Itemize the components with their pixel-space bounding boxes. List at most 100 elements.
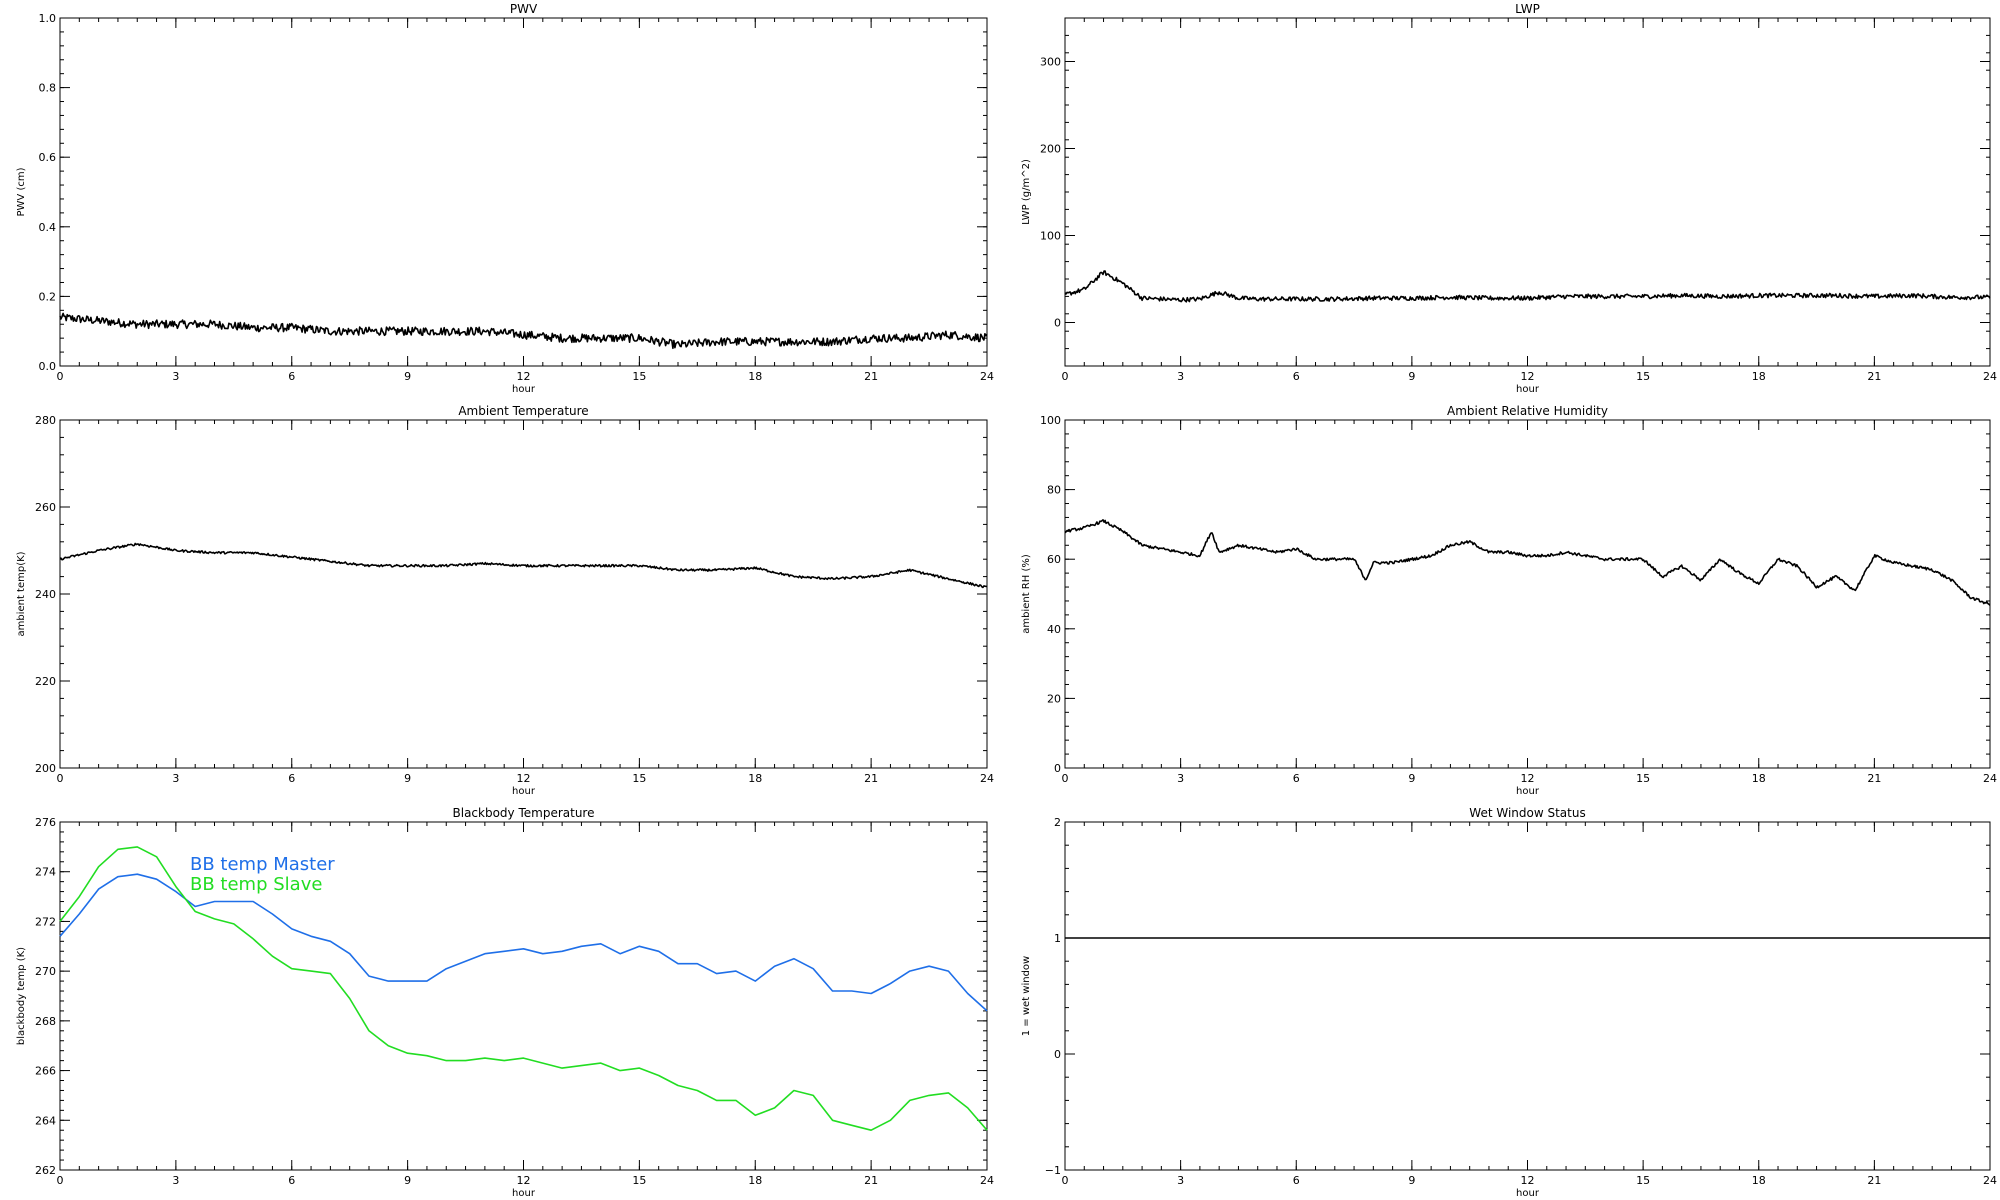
y-tick-label: −1: [1045, 1164, 1061, 1177]
series-line-1: [1064, 270, 1991, 303]
x-tick-label: 0: [1062, 772, 1069, 785]
legend-entry: BB temp Master: [190, 854, 335, 875]
x-tick-label: 9: [1408, 1174, 1415, 1187]
x-tick-label: 15: [632, 1174, 646, 1187]
legend-entry: BB temp Slave: [190, 874, 322, 895]
y-axis-label: ambient temp(K): [16, 551, 27, 636]
x-tick-label: 18: [748, 772, 762, 785]
y-tick-label: 262: [35, 1164, 56, 1177]
x-tick-label: 6: [1293, 370, 1300, 383]
y-axis-label: ambient RH (%): [1021, 554, 1032, 634]
x-tick-label: 21: [1867, 370, 1881, 383]
x-tick-label: 24: [980, 370, 994, 383]
x-tick-label: 18: [748, 370, 762, 383]
x-tick-label: 15: [632, 772, 646, 785]
y-tick-label: 260: [35, 501, 56, 514]
x-axis-label: hour: [512, 1188, 536, 1199]
y-tick-label: 100: [1040, 414, 1061, 427]
y-axis-label: LWP (g/m^2): [1021, 159, 1032, 225]
x-tick-label: 18: [1752, 772, 1766, 785]
y-tick-label: 0.0: [39, 360, 57, 373]
x-tick-label: 24: [980, 1174, 994, 1187]
x-tick-label: 3: [1177, 1174, 1184, 1187]
x-tick-label: 3: [1177, 772, 1184, 785]
y-tick-label: 0.4: [39, 221, 57, 234]
y-tick-label: 0: [1054, 1048, 1061, 1061]
chart-title: Ambient Temperature: [458, 404, 588, 418]
y-tick-label: 272: [35, 915, 56, 928]
x-tick-label: 12: [1521, 772, 1535, 785]
plot-frame: [59, 17, 988, 367]
y-tick-label: 274: [35, 866, 56, 879]
x-tick-label: 9: [1408, 772, 1415, 785]
x-tick-label: 21: [1867, 1174, 1881, 1187]
x-axis-label: hour: [512, 786, 536, 797]
y-tick-label: 20: [1047, 692, 1061, 705]
plot-frame: [1064, 821, 1991, 1171]
panel-1: PWV 0 3 6 9 12 15 18 21 24 hour 0.0 0.2 0.4 0.6 0.8 1.0 P…: [16, 2, 994, 395]
y-tick-label: 266: [35, 1065, 56, 1078]
y-tick-label: 0.2: [39, 290, 57, 303]
x-tick-label: 24: [980, 772, 994, 785]
x-axis-label: hour: [1516, 1188, 1540, 1199]
x-tick-label: 6: [1293, 772, 1300, 785]
panel-2: LWP 0 3 6 9 12 15 18 21 24 hour 0 100 200 300 LWP (g/m^…: [1021, 2, 1997, 395]
panel-3: Ambient Temperature 0 3 6 9 12 15 18 21 24 hour 200…: [16, 404, 994, 797]
x-tick-label: 24: [1983, 370, 1997, 383]
x-tick-label: 6: [288, 1174, 295, 1187]
y-tick-label: 1: [1054, 932, 1061, 945]
y-axis-label: blackbody temp (K): [16, 947, 27, 1045]
x-tick-label: 18: [1752, 370, 1766, 383]
plot-frame: [59, 419, 988, 769]
x-tick-label: 0: [1062, 370, 1069, 383]
y-tick-label: 100: [1040, 230, 1061, 243]
y-tick-label: 220: [35, 675, 56, 688]
x-axis-label: hour: [1516, 786, 1540, 797]
x-tick-label: 15: [1636, 772, 1650, 785]
y-tick-label: 280: [35, 414, 56, 427]
chart-title: Wet Window Status: [1469, 806, 1585, 820]
y-tick-label: 268: [35, 1015, 56, 1028]
x-tick-label: 9: [404, 1174, 411, 1187]
y-axis-label: 1 = wet window: [1021, 956, 1032, 1036]
chart-title: LWP: [1515, 2, 1540, 16]
y-tick-label: 60: [1047, 553, 1061, 566]
plot-frame: [1064, 17, 1991, 367]
series-line-2: [59, 846, 988, 1131]
x-tick-label: 12: [517, 772, 531, 785]
x-tick-label: 6: [288, 370, 295, 383]
series-line-1: [59, 873, 988, 1012]
y-tick-label: 300: [1040, 56, 1061, 69]
y-tick-label: 270: [35, 965, 56, 978]
x-tick-label: 3: [172, 1174, 179, 1187]
x-tick-label: 3: [172, 370, 179, 383]
panel-5: Blackbody Temperature 0 3 6 9 12 15 18 21 24 hour 2…: [16, 806, 994, 1199]
panel-4: Ambient Relative Humidity 0 3 6 9 12 15 18 21 24 h…: [1021, 404, 1997, 797]
x-tick-label: 9: [1408, 370, 1415, 383]
y-tick-label: 264: [35, 1114, 56, 1127]
y-tick-label: 40: [1047, 623, 1061, 636]
x-tick-label: 12: [1521, 1174, 1535, 1187]
y-tick-label: 276: [35, 816, 56, 829]
x-tick-label: 0: [57, 370, 64, 383]
x-tick-label: 12: [1521, 370, 1535, 383]
y-tick-label: 240: [35, 588, 56, 601]
x-tick-label: 21: [864, 1174, 878, 1187]
y-tick-label: 0.8: [39, 82, 57, 95]
x-tick-label: 9: [404, 772, 411, 785]
x-tick-label: 21: [864, 370, 878, 383]
x-tick-label: 15: [1636, 1174, 1650, 1187]
x-tick-label: 0: [1062, 1174, 1069, 1187]
x-axis-label: hour: [512, 384, 536, 395]
x-tick-label: 15: [632, 370, 646, 383]
y-tick-label: 1.0: [39, 12, 57, 25]
x-tick-label: 6: [1293, 1174, 1300, 1187]
chart-title: PWV: [510, 2, 538, 16]
x-tick-label: 12: [517, 1174, 531, 1187]
x-tick-label: 15: [1636, 370, 1650, 383]
x-tick-label: 12: [517, 370, 531, 383]
x-tick-label: 0: [57, 772, 64, 785]
y-tick-label: 0: [1054, 317, 1061, 330]
